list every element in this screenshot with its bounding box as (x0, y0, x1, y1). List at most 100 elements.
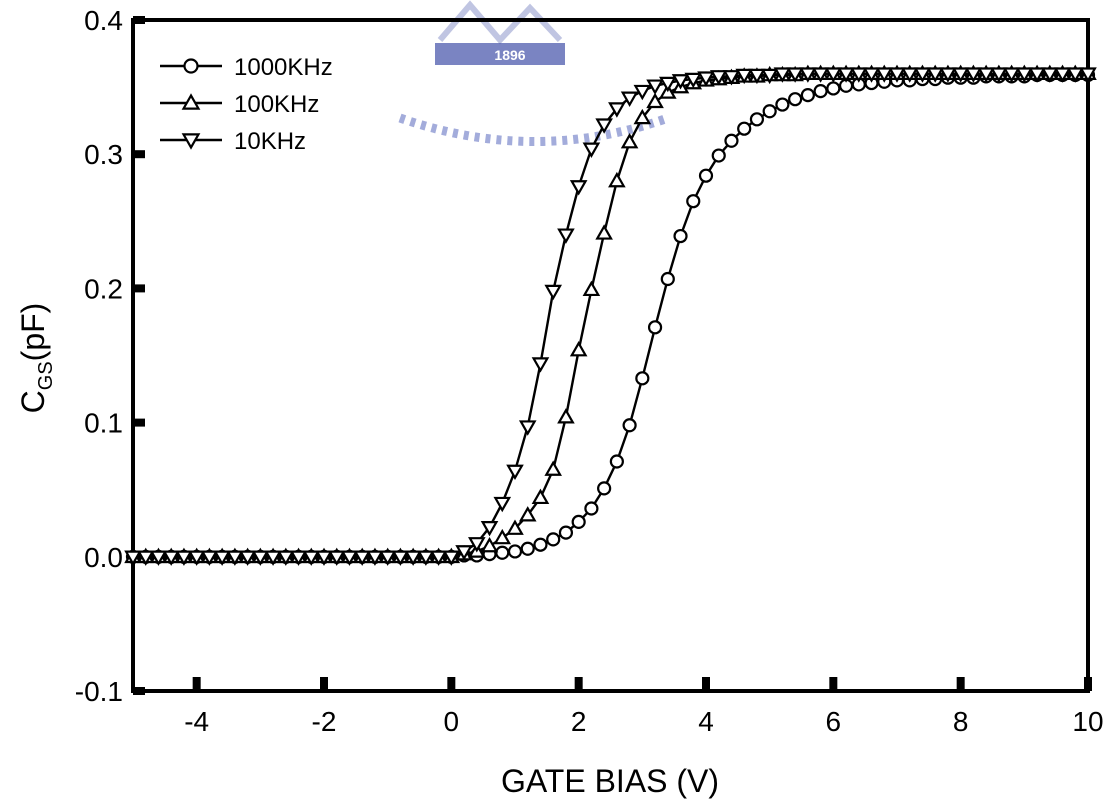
data-point (493, 496, 512, 513)
data-point (404, 550, 422, 566)
legend: 1000KHz 100KHz 10KHz (160, 54, 333, 155)
data-point (571, 514, 586, 530)
data-point (926, 67, 944, 83)
data-point (620, 133, 639, 149)
data-point (327, 550, 346, 566)
data-point (544, 284, 562, 301)
x-axis-title: GATE BIAS (V) (501, 763, 719, 799)
data-point (888, 67, 906, 83)
svg-text:CGS(pF): CGS(pF) (15, 303, 57, 414)
y-tick-label: 0.1 (84, 408, 123, 439)
data-point (531, 488, 550, 505)
data-point (136, 550, 155, 566)
data-point (353, 550, 371, 566)
data-point (493, 528, 512, 545)
data-point (684, 72, 703, 89)
data-point (480, 536, 499, 553)
data-point (315, 550, 333, 566)
data-point (200, 550, 219, 566)
data-point (646, 92, 664, 109)
data-point (608, 171, 626, 188)
data-point (824, 67, 843, 83)
legend-label: 10KHz (234, 128, 306, 155)
data-point (480, 521, 499, 537)
data-point (609, 454, 624, 469)
data-point (546, 532, 561, 547)
y-axis-title: CGS(pF) (15, 303, 57, 414)
data-point (187, 550, 206, 566)
legend-item: 100KHz (160, 91, 319, 118)
legend-label: 100KHz (234, 91, 319, 118)
data-point (495, 545, 510, 560)
data-point (786, 67, 804, 83)
data-point (175, 550, 193, 566)
x-tick-label: 8 (953, 706, 969, 737)
series-markers (124, 64, 1097, 566)
data-point (264, 550, 282, 566)
legend-marker (181, 93, 201, 110)
data-point (671, 74, 690, 90)
y-axis-title-unit: (pF) (15, 303, 51, 362)
data-point (748, 68, 766, 85)
data-point (775, 97, 790, 112)
y-tick-label: 0.3 (84, 139, 123, 170)
x-tick-label: -4 (184, 706, 209, 737)
data-point (811, 67, 830, 83)
data-point (813, 84, 828, 99)
data-point (1015, 67, 1034, 83)
data-point (964, 67, 983, 83)
legend-label: 1000KHz (234, 54, 333, 81)
data-point (557, 228, 575, 244)
data-point (277, 550, 295, 566)
data-point (124, 550, 142, 566)
data-point (711, 148, 726, 163)
data-point (633, 84, 652, 101)
data-point (939, 67, 957, 83)
data-point (724, 133, 739, 148)
data-point (760, 68, 779, 85)
data-point (149, 550, 168, 566)
data-point (709, 70, 728, 86)
data-point (378, 550, 397, 566)
data-point (366, 550, 384, 566)
data-point (584, 501, 599, 516)
data-point (788, 92, 803, 107)
data-point (531, 357, 550, 373)
data-point (251, 550, 270, 566)
data-point (213, 550, 231, 566)
data-point (429, 550, 448, 566)
data-point (875, 67, 894, 83)
legend-marker (181, 133, 201, 150)
data-point (569, 341, 588, 357)
legend-marker (183, 58, 199, 74)
data-point (977, 67, 995, 83)
data-point (226, 550, 244, 566)
data-point (608, 102, 626, 118)
data-point (646, 79, 664, 95)
data-point (686, 194, 701, 209)
data-point (506, 519, 524, 535)
data-point (1053, 67, 1072, 83)
data-point (442, 550, 461, 566)
legend-item: 1000KHz (160, 54, 333, 81)
data-point (1066, 67, 1085, 83)
data-point (735, 68, 753, 85)
data-point (518, 420, 537, 436)
data-point (659, 76, 677, 93)
data-point (1002, 67, 1021, 83)
data-point (698, 168, 714, 183)
data-point (582, 142, 601, 158)
data-point (518, 506, 537, 522)
plot-area (131, 18, 1090, 693)
data-point (520, 541, 535, 556)
data-point (951, 67, 970, 83)
y-tick-label: 0.2 (84, 273, 123, 304)
data-point (162, 550, 180, 566)
data-point (837, 67, 855, 83)
data-point (544, 460, 562, 476)
data-point (533, 537, 548, 552)
data-point (850, 67, 868, 83)
x-tick-label: 4 (698, 706, 714, 737)
x-tick-label: 6 (826, 706, 842, 737)
data-point (749, 112, 765, 127)
